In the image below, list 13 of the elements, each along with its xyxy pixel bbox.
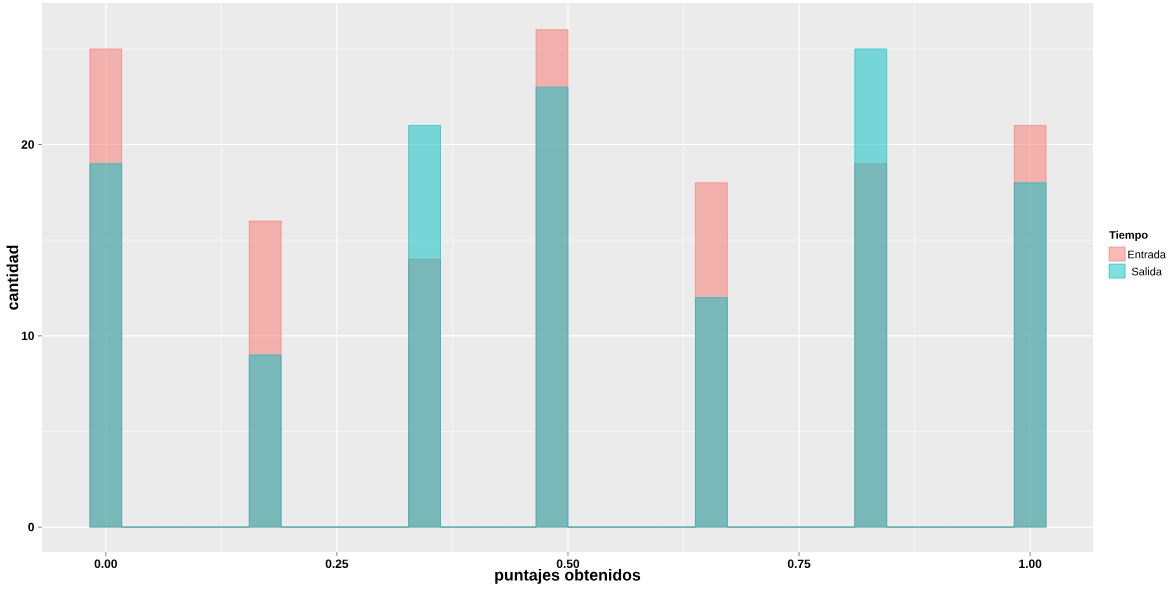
legend-label: Salida <box>1131 267 1162 276</box>
y-tick-label: 10 <box>21 331 34 341</box>
x-tick-label: 0.00 <box>94 559 117 569</box>
y-axis-title: cantidad <box>6 245 19 310</box>
legend-label: Entrada <box>1128 250 1166 259</box>
y-tick-label: 20 <box>21 140 34 149</box>
y-tick-label: 0 <box>28 522 34 532</box>
x-tick-label: 0.75 <box>787 559 811 569</box>
x-tick-label: 1.00 <box>1019 559 1042 569</box>
x-tick-label: 0.25 <box>325 559 349 569</box>
legend-title: Tiempo <box>1109 230 1148 242</box>
x-axis-title: puntajes obtenidos <box>495 568 641 584</box>
x-tick-label: 0.50 <box>556 559 580 569</box>
